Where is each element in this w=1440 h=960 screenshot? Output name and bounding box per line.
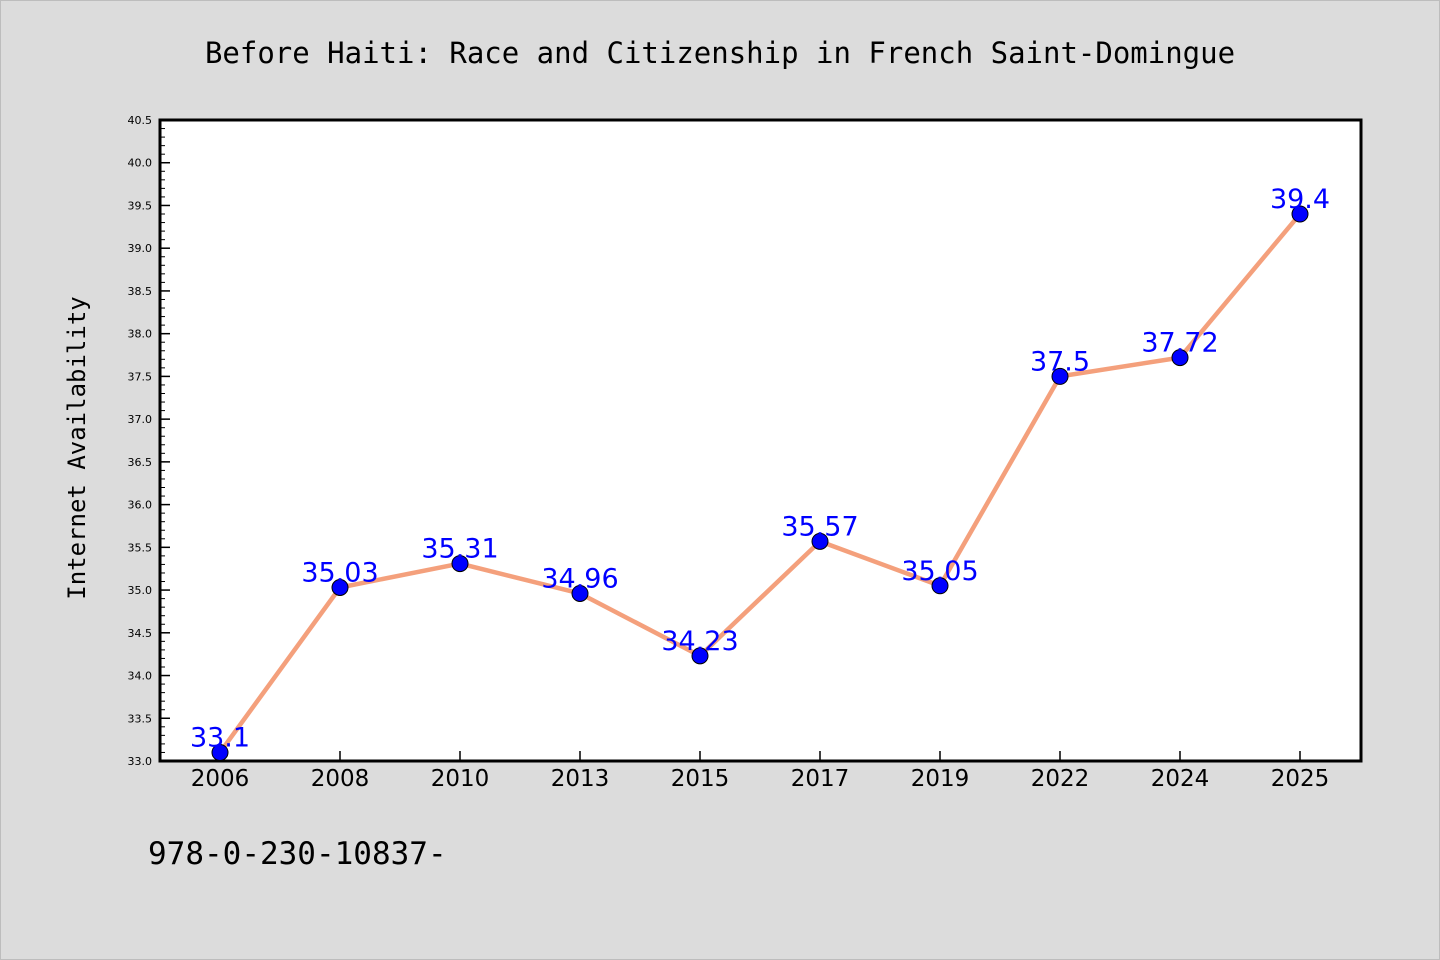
x-tick-label: 2025	[1271, 766, 1330, 792]
y-tick-label: 35.0	[128, 584, 153, 597]
x-tick-label: 2019	[911, 766, 970, 792]
y-tick-label: 33.5	[128, 712, 153, 725]
footer-isbn-text: 978-0-230-10837-	[148, 836, 447, 872]
y-tick-label: 40.0	[128, 157, 153, 170]
y-tick-label: 40.5	[128, 114, 153, 127]
data-label: 34.23	[661, 626, 738, 657]
y-tick-label: 37.5	[128, 370, 153, 383]
x-axis: 2006 2008 2010 2013 2015 2017 2019 2022 2024 2025	[191, 751, 1330, 792]
y-axis: 33.0 33.5 34.0 34.5 35.0 35.5 36.0 36.5 37.0 37.5…	[128, 114, 170, 768]
data-label: 37.72	[1141, 328, 1218, 359]
x-tick-label: 2013	[551, 766, 610, 792]
x-tick-label: 2022	[1031, 766, 1090, 792]
y-tick-label: 35.5	[128, 541, 153, 554]
x-tick-label: 2008	[311, 766, 370, 792]
y-tick-label: 34.5	[128, 627, 153, 640]
chart-title: Before Haiti: Race and Citizenship in Fr…	[205, 36, 1235, 70]
data-label: 35.03	[301, 558, 378, 589]
data-label: 33.1	[190, 722, 250, 753]
x-tick-label: 2010	[431, 766, 490, 792]
x-tick-label: 2017	[791, 766, 850, 792]
plot-area	[158, 118, 1363, 763]
series-line	[218, 212, 1302, 754]
data-label: 39.4	[1270, 184, 1330, 215]
y-tick-label: 38.5	[128, 285, 153, 298]
data-points	[211, 205, 1309, 761]
data-label: 35.57	[781, 511, 858, 542]
data-point	[1171, 349, 1189, 367]
data-label: 37.5	[1030, 346, 1090, 377]
data-point	[811, 532, 829, 550]
x-tick-label: 2006	[191, 766, 250, 792]
data-point	[211, 743, 229, 761]
y-axis-label: Internet Availability	[63, 296, 91, 599]
y-tick-label: 33.0	[128, 755, 153, 768]
data-point	[331, 579, 349, 597]
y-tick-label: 38.0	[128, 328, 153, 341]
y-tick-label: 39.5	[128, 199, 153, 212]
data-label: 35.05	[901, 556, 978, 587]
x-tick-label: 2015	[671, 766, 730, 792]
data-point	[691, 647, 709, 665]
series-line-group	[218, 212, 1302, 754]
y-tick-label: 36.5	[128, 456, 153, 469]
data-labels: 33.1 35.03 35.31 34.96 34.23 35.57 35.05 37.5 37…	[190, 184, 1330, 753]
data-point	[1291, 205, 1309, 223]
data-point	[451, 555, 469, 573]
data-point	[1051, 367, 1069, 385]
data-label: 34.96	[541, 563, 618, 594]
x-tick-label: 2024	[1151, 766, 1210, 792]
y-tick-label: 34.0	[128, 670, 153, 683]
y-tick-label: 36.0	[128, 499, 153, 512]
data-point	[931, 577, 949, 595]
y-tick-label: 39.0	[128, 242, 153, 255]
data-point	[571, 584, 589, 602]
y-tick-label: 37.0	[128, 413, 153, 426]
data-label: 35.31	[421, 534, 498, 565]
